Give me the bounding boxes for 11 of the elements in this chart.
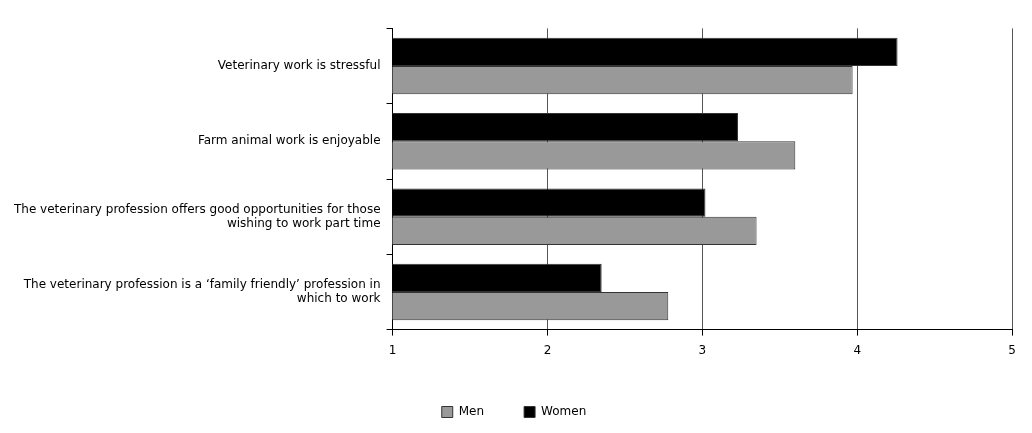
legend-label: Women [541, 404, 587, 419]
y-tick-label: Veterinary work is stressful [217, 58, 381, 73]
legend-label: Men [458, 404, 485, 419]
y-tick-label: The veterinary profession offers good opportunities for those wishing to work part time [12, 201, 381, 230]
x-tick-label: 1 [388, 342, 397, 357]
y-tick-label: The veterinary profession is a ‘family friendly’ profession in which to work [22, 276, 381, 306]
x-tick-label: 2 [543, 342, 552, 357]
y-tick-label: Farm animal work is enjoyable [197, 133, 381, 148]
x-tick-label: 5 [1008, 342, 1016, 357]
x-tick-label: 3 [698, 342, 707, 357]
x-tick-label: 4 [853, 342, 862, 357]
